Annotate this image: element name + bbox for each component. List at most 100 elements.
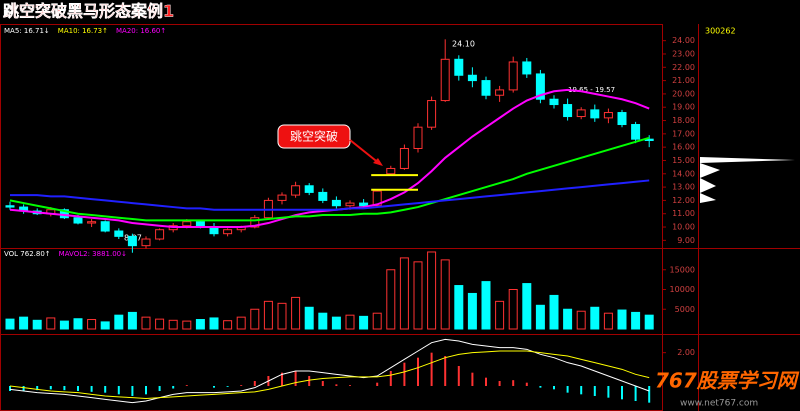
candle-body — [345, 202, 355, 207]
high-label: 24.10 — [452, 40, 475, 49]
volume-bar — [250, 308, 260, 330]
candle-body — [427, 100, 437, 128]
candle-body — [291, 185, 301, 196]
volume-bar — [73, 318, 83, 330]
y-tick-label: 18.00 — [672, 116, 695, 125]
volume-bar — [481, 281, 491, 330]
y-tick-label: 22.00 — [672, 63, 695, 72]
candle-body — [590, 109, 600, 119]
volume-bar — [440, 259, 450, 330]
watermark: 767股票学习网 — [655, 369, 800, 393]
candle-body — [223, 229, 233, 235]
candle-body — [182, 221, 192, 227]
volume-bar — [277, 302, 287, 330]
volume-bar — [32, 319, 42, 330]
y-tick-label: 11.00 — [672, 209, 695, 218]
volume-bar — [209, 317, 219, 330]
volume-bar — [590, 306, 600, 330]
y-tick-label: 10000 — [670, 285, 695, 294]
volume-bar — [291, 296, 301, 330]
line — [9, 136, 650, 222]
volume-bar — [46, 317, 56, 330]
candle-body — [413, 126, 423, 149]
candle-body — [386, 167, 396, 175]
legend-entry: MAVOL2: 3881.00↓ — [59, 250, 127, 258]
annotation-arrow — [349, 139, 381, 165]
candle-body — [603, 112, 613, 119]
candle-body — [87, 221, 97, 224]
y-tick-label: 10.00 — [672, 223, 695, 232]
candle-body — [250, 217, 260, 228]
volume-bar — [372, 312, 382, 330]
volume-bar — [454, 285, 464, 330]
candle-body — [155, 229, 165, 240]
candle-body — [114, 230, 124, 237]
candle-body — [535, 73, 545, 100]
candle-body — [5, 205, 15, 208]
y-tick-label: 2.00 — [677, 348, 695, 357]
y-tick-label: 13.00 — [672, 183, 695, 192]
candle-body — [304, 185, 314, 193]
chart-title: 跳空突破黑马形态案例1 — [3, 2, 174, 21]
volume-bar — [549, 294, 559, 330]
candle-body — [73, 217, 83, 224]
y-tick-label: 12.00 — [672, 196, 695, 205]
candle-body — [331, 199, 341, 207]
volume-profile — [700, 157, 795, 203]
volume-bar — [114, 314, 124, 330]
y-tick-label: 16.00 — [672, 143, 695, 152]
volume-bar — [304, 306, 314, 330]
annotation-arrow-head — [373, 158, 383, 166]
volume-bar — [19, 316, 29, 330]
volume-bar — [236, 316, 246, 330]
annotation-box — [277, 124, 351, 149]
volume-bar — [100, 321, 110, 330]
volume-bar — [141, 316, 151, 330]
candle-body — [399, 147, 409, 169]
watermark-url: www.net767.com — [680, 399, 758, 409]
volume-bar — [576, 310, 586, 330]
volume-bar — [263, 300, 273, 330]
legend-entry: MA20: 16.60↑ — [116, 27, 166, 35]
volume-bar — [168, 319, 178, 330]
candle-body — [467, 74, 477, 82]
volume-bar — [522, 283, 532, 330]
volume-bar — [127, 311, 137, 330]
candle-body — [454, 58, 464, 76]
volume-bar — [155, 318, 165, 330]
legend-entry: MA10: 16.73↑ — [58, 27, 108, 35]
legend-entry: MA5: 16.71↓ — [4, 27, 50, 35]
line — [10, 179, 650, 211]
volume-bar — [359, 315, 369, 330]
volume-bar — [195, 319, 205, 330]
line — [9, 338, 650, 404]
candle-body — [372, 190, 382, 207]
volume-bar — [495, 300, 505, 330]
line — [9, 350, 650, 400]
volume-bar — [318, 312, 328, 330]
y-tick-label: 5000 — [675, 305, 695, 314]
candle-body — [508, 61, 518, 91]
y-tick-label: 20.00 — [672, 89, 695, 98]
y-tick-label: 15.00 — [672, 156, 695, 165]
candle-body — [563, 104, 573, 118]
y-tick-label: 9.00 — [677, 236, 695, 245]
volume-bar — [617, 309, 627, 330]
candle-body — [495, 89, 505, 96]
volume-bar — [467, 292, 477, 330]
candle-body — [549, 98, 559, 106]
candle-body — [359, 202, 369, 207]
volume-bar — [5, 318, 15, 330]
volume-bar — [413, 261, 423, 330]
candle-body — [100, 221, 110, 232]
volume-bar — [508, 289, 518, 330]
volume-bar — [603, 312, 613, 330]
y-tick-label: 21.00 — [672, 76, 695, 85]
volume-bar — [535, 304, 545, 330]
volume-bar — [631, 311, 641, 330]
candle-body — [277, 194, 287, 201]
range-label: 19.65 - 19.57 — [568, 86, 615, 94]
y-tick-label: 24.00 — [672, 36, 695, 45]
volume-bar — [399, 257, 409, 330]
candle-body — [631, 124, 641, 140]
